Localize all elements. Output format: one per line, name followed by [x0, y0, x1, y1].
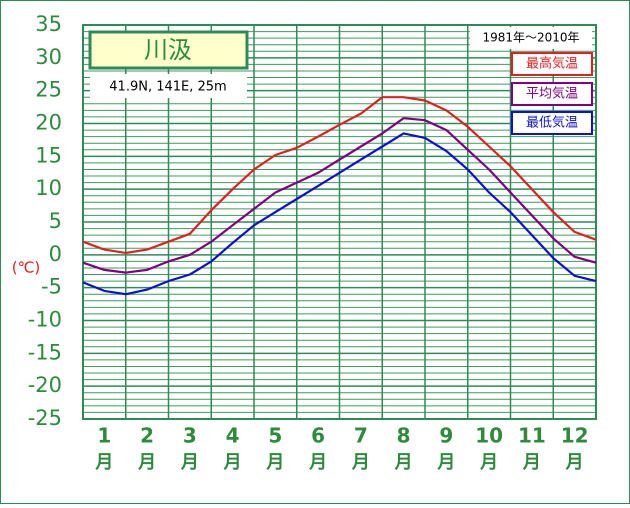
y-tick-label: -20	[28, 373, 62, 397]
y-tick-label: 35	[35, 12, 62, 36]
subtitle: 41.9N, 141E, 25m	[109, 80, 226, 95]
x-tick-label: 4	[226, 424, 240, 448]
legend-box	[511, 82, 593, 106]
x-tick-unit: 月	[436, 452, 455, 473]
series-line	[82, 132, 597, 296]
y-tick-label: 0	[49, 242, 62, 266]
x-tick-unit: 月	[394, 452, 413, 473]
y-tick-label: 15	[35, 143, 62, 167]
legend-label: 平均気温	[526, 86, 578, 102]
x-tick-label: 6	[311, 424, 325, 448]
x-tick-unit: 月	[351, 452, 370, 473]
subtitle-box	[90, 74, 247, 98]
x-tick-unit: 月	[265, 452, 284, 473]
x-tick-label: 12	[561, 424, 589, 448]
y-tick-label: 25	[35, 78, 62, 102]
x-tick-label: 7	[354, 424, 368, 448]
y-tick-label: -15	[28, 340, 62, 364]
y-tick-label: 10	[35, 176, 62, 200]
y-tick-label: 30	[35, 45, 62, 69]
y-tick-label: -25	[28, 406, 62, 430]
period-box	[470, 27, 592, 49]
x-tick-unit: 月	[94, 452, 113, 473]
x-tick-label: 2	[140, 424, 154, 448]
title-box	[88, 30, 249, 70]
x-tick-label: 9	[439, 424, 453, 448]
x-tick-unit: 月	[479, 452, 498, 473]
x-tick-unit: 月	[137, 452, 156, 473]
x-tick-label: 3	[183, 424, 197, 448]
legend-label: 最低気温	[526, 115, 578, 131]
y-tick-label: 5	[49, 209, 62, 233]
y-tick-label: -5	[41, 275, 62, 299]
x-tick-unit: 月	[308, 452, 327, 473]
x-tick-label: 5	[268, 424, 282, 448]
x-tick-label: 10	[475, 424, 503, 448]
x-tick-unit: 月	[522, 452, 541, 473]
x-tick-label: 8	[397, 424, 411, 448]
x-tick-label: 1	[97, 424, 111, 448]
x-tick-unit: 月	[565, 452, 584, 473]
grid	[82, 24, 597, 420]
legend-label: 最高気温	[526, 56, 578, 72]
y-tick-label: -10	[28, 308, 62, 332]
legend-box	[511, 52, 593, 76]
y-axis-label: (℃)	[12, 259, 41, 277]
legend-box	[511, 111, 593, 135]
chart-title: 川汲	[144, 36, 192, 64]
series-line	[82, 96, 597, 254]
series-line	[82, 117, 597, 274]
plot-border	[82, 24, 597, 420]
period: 1981年～2010年	[482, 31, 579, 45]
x-tick-unit: 月	[180, 452, 199, 473]
x-tick-unit: 月	[223, 452, 242, 473]
x-tick-label: 11	[518, 424, 546, 448]
y-tick-label: 20	[35, 111, 62, 135]
lines	[82, 96, 597, 296]
